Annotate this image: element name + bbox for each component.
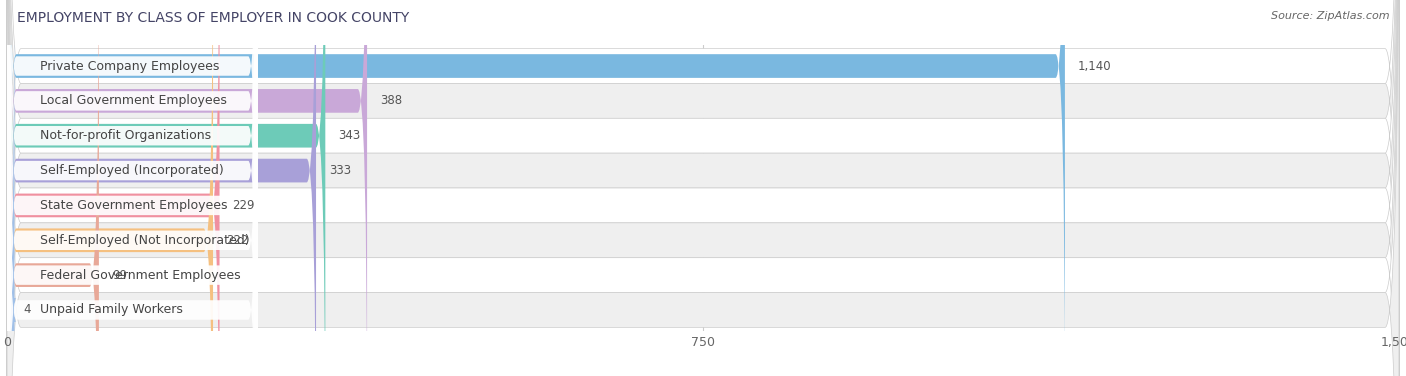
- FancyBboxPatch shape: [6, 0, 17, 376]
- Text: 222: 222: [226, 234, 249, 247]
- FancyBboxPatch shape: [7, 0, 257, 376]
- FancyBboxPatch shape: [7, 0, 257, 376]
- FancyBboxPatch shape: [7, 0, 214, 376]
- Text: 99: 99: [112, 268, 127, 282]
- Text: Local Government Employees: Local Government Employees: [39, 94, 226, 108]
- FancyBboxPatch shape: [7, 0, 1399, 376]
- FancyBboxPatch shape: [7, 0, 1399, 376]
- FancyBboxPatch shape: [7, 0, 257, 376]
- Text: Unpaid Family Workers: Unpaid Family Workers: [39, 303, 183, 317]
- Text: Source: ZipAtlas.com: Source: ZipAtlas.com: [1271, 11, 1389, 21]
- Text: Self-Employed (Not Incorporated): Self-Employed (Not Incorporated): [39, 234, 249, 247]
- FancyBboxPatch shape: [7, 0, 257, 376]
- Text: 388: 388: [380, 94, 402, 108]
- Text: EMPLOYMENT BY CLASS OF EMPLOYER IN COOK COUNTY: EMPLOYMENT BY CLASS OF EMPLOYER IN COOK …: [17, 11, 409, 25]
- FancyBboxPatch shape: [7, 0, 257, 376]
- FancyBboxPatch shape: [7, 0, 1399, 376]
- FancyBboxPatch shape: [7, 0, 219, 376]
- FancyBboxPatch shape: [7, 0, 1399, 376]
- Text: Not-for-profit Organizations: Not-for-profit Organizations: [39, 129, 211, 142]
- FancyBboxPatch shape: [7, 0, 98, 376]
- FancyBboxPatch shape: [7, 0, 257, 376]
- Text: Private Company Employees: Private Company Employees: [39, 59, 219, 73]
- Text: State Government Employees: State Government Employees: [39, 199, 226, 212]
- Text: 333: 333: [329, 164, 352, 177]
- FancyBboxPatch shape: [7, 0, 367, 376]
- FancyBboxPatch shape: [7, 0, 257, 376]
- FancyBboxPatch shape: [7, 0, 1399, 376]
- Text: 4: 4: [24, 303, 31, 317]
- Text: 229: 229: [232, 199, 254, 212]
- FancyBboxPatch shape: [7, 0, 1399, 376]
- FancyBboxPatch shape: [7, 0, 316, 376]
- Text: Self-Employed (Incorporated): Self-Employed (Incorporated): [39, 164, 224, 177]
- FancyBboxPatch shape: [7, 0, 1399, 376]
- FancyBboxPatch shape: [7, 0, 1064, 376]
- FancyBboxPatch shape: [7, 0, 325, 376]
- Text: Federal Government Employees: Federal Government Employees: [39, 268, 240, 282]
- FancyBboxPatch shape: [7, 0, 257, 376]
- Text: 343: 343: [339, 129, 360, 142]
- Text: 1,140: 1,140: [1078, 59, 1112, 73]
- FancyBboxPatch shape: [7, 0, 1399, 376]
